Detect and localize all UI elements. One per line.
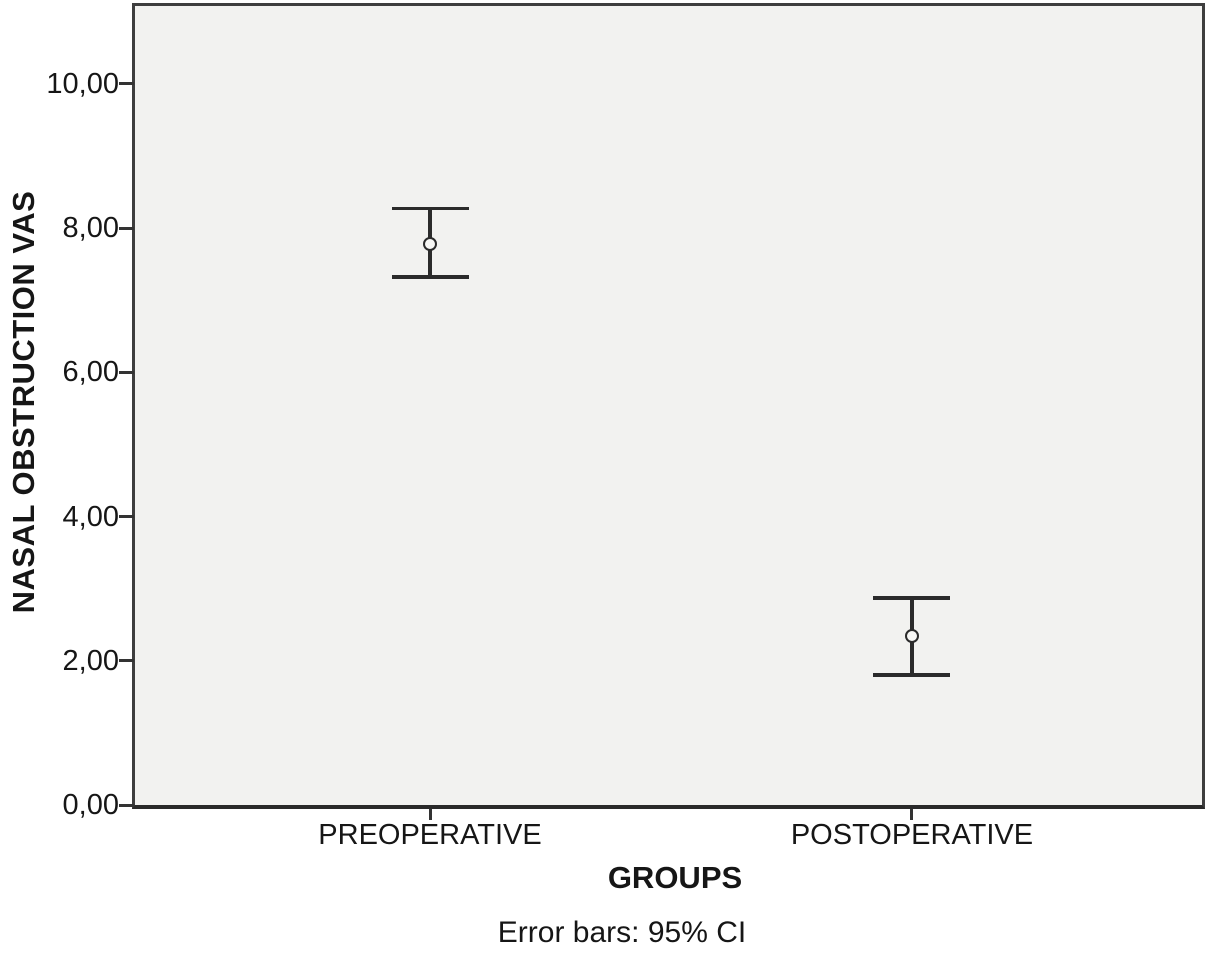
x-axis-title: GROUPS bbox=[607, 860, 743, 895]
y-tick-mark bbox=[119, 226, 134, 230]
x-tick-label: POSTOPERATIVE bbox=[790, 819, 1034, 851]
error-bar-cap-top bbox=[873, 596, 951, 600]
mean-marker-circle bbox=[904, 628, 919, 643]
y-tick-mark bbox=[119, 82, 134, 86]
y-tick-label: 8,00 bbox=[62, 212, 119, 245]
error-bar-cap-bottom bbox=[391, 275, 469, 279]
error-bar-caption: Error bars: 95% CI bbox=[497, 916, 747, 949]
x-tick-mark bbox=[428, 809, 432, 820]
y-tick-label: 6,00 bbox=[62, 356, 119, 389]
x-tick-label: PREOPERATIVE bbox=[318, 819, 542, 851]
error-bar-cap-top bbox=[391, 206, 469, 211]
y-tick-mark bbox=[119, 515, 134, 519]
y-axis-title: NASAL OBSTRUCTION VAS bbox=[6, 190, 41, 614]
y-tick-label: 10,00 bbox=[46, 67, 119, 100]
y-tick-label: 4,00 bbox=[62, 500, 119, 533]
y-tick-mark bbox=[119, 659, 134, 663]
y-tick-mark bbox=[119, 803, 134, 807]
x-tick-mark bbox=[910, 809, 914, 820]
plot-area bbox=[132, 3, 1205, 809]
error-bar-cap-bottom bbox=[873, 673, 951, 677]
mean-marker-circle bbox=[423, 236, 438, 251]
y-tick-label: 0,00 bbox=[62, 789, 119, 821]
y-tick-label: 2,00 bbox=[62, 644, 119, 677]
y-tick-mark bbox=[119, 370, 134, 374]
